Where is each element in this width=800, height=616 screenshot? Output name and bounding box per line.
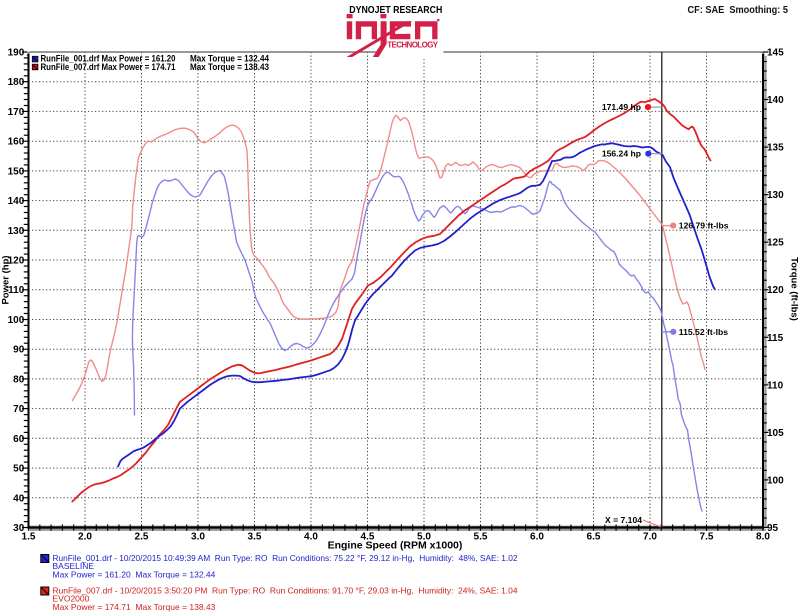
svg-text:3.5: 3.5 [248, 532, 262, 543]
svg-text:X = 7.104: X = 7.104 [605, 515, 642, 525]
svg-text:95: 95 [767, 523, 779, 534]
svg-text:110: 110 [8, 285, 25, 296]
svg-text:5.0: 5.0 [417, 532, 431, 543]
svg-text:8.0: 8.0 [756, 532, 770, 543]
svg-text:Engine Speed (RPM x1000): Engine Speed (RPM x1000) [328, 540, 463, 552]
svg-text:135: 135 [767, 143, 784, 154]
svg-text:4.0: 4.0 [304, 532, 318, 543]
svg-text:3.0: 3.0 [191, 532, 205, 543]
svg-text:156.24 hp: 156.24 hp [602, 149, 641, 159]
svg-text:100: 100 [767, 475, 784, 486]
svg-text:130: 130 [767, 190, 784, 201]
svg-text:150: 150 [8, 166, 25, 177]
svg-text:115: 115 [767, 333, 784, 344]
svg-text:30: 30 [13, 523, 25, 534]
svg-text:RunFile_007.drf Max Power = 17: RunFile_007.drf Max Power = 174.71 [41, 62, 176, 72]
svg-text:160: 160 [8, 137, 25, 148]
svg-text:Max Torque = 138.43: Max Torque = 138.43 [190, 62, 269, 72]
svg-text:180: 180 [8, 77, 25, 88]
svg-text:1.5: 1.5 [22, 532, 36, 543]
svg-text:60: 60 [13, 434, 25, 445]
svg-text:RunFile_001.drf - 10/20/2015 1: RunFile_001.drf - 10/20/2015 10:49:39 AM… [53, 553, 518, 563]
svg-text:120: 120 [8, 256, 25, 267]
svg-text:6.0: 6.0 [530, 532, 544, 543]
svg-text:2.5: 2.5 [135, 532, 149, 543]
svg-text:70: 70 [13, 404, 25, 415]
svg-text:DYNOJET RESEARCH: DYNOJET RESEARCH [349, 5, 442, 16]
svg-text:Power (hp): Power (hp) [1, 255, 12, 304]
svg-text:120: 120 [767, 285, 784, 296]
svg-text:110: 110 [767, 380, 784, 391]
svg-text:Torque (ft-lbs): Torque (ft-lbs) [789, 257, 800, 321]
svg-text:140: 140 [8, 196, 25, 207]
svg-text:140: 140 [767, 95, 784, 106]
svg-text:80: 80 [13, 374, 25, 385]
svg-text:Max Torque = 132.44: Max Torque = 132.44 [190, 54, 269, 64]
svg-text:126.79 ft-lbs: 126.79 ft-lbs [679, 221, 729, 231]
svg-text:RunFile_007.drf - 10/20/2015 3: RunFile_007.drf - 10/20/2015 3:50:20 PM … [53, 585, 518, 595]
svg-text:125: 125 [767, 238, 784, 249]
svg-text:5.5: 5.5 [474, 532, 488, 543]
svg-text:Max Power = 161.20 Max Torque: Max Power = 161.20 Max Torque = 132.44 [53, 570, 216, 580]
svg-text:100: 100 [8, 315, 25, 326]
svg-text:171.49 hp: 171.49 hp [602, 102, 641, 112]
svg-text:EVO2000: EVO2000 [53, 594, 90, 604]
svg-text:145: 145 [767, 48, 784, 59]
svg-text:TECHNOLOGY: TECHNOLOGY [387, 40, 439, 49]
svg-text:40: 40 [13, 493, 25, 504]
svg-text:4.5: 4.5 [361, 532, 375, 543]
svg-text:190: 190 [8, 48, 25, 59]
svg-text:7.5: 7.5 [700, 532, 714, 543]
svg-text:2.0: 2.0 [78, 532, 92, 543]
svg-text:90: 90 [13, 345, 25, 356]
svg-text:7.0: 7.0 [643, 532, 657, 543]
svg-text:RunFile_001.drf Max Power = 16: RunFile_001.drf Max Power = 161.20 [41, 54, 176, 64]
svg-text:Max Power = 174.71 Max Torque: Max Power = 174.71 Max Torque = 138.43 [53, 602, 216, 612]
svg-text:170: 170 [8, 107, 25, 118]
svg-text:115.52 ft-lbs: 115.52 ft-lbs [679, 327, 728, 337]
svg-text:130: 130 [8, 226, 25, 237]
svg-text:105: 105 [767, 428, 784, 439]
svg-text:6.5: 6.5 [587, 532, 601, 543]
svg-text:CF: SAE Smoothing: 5: CF: SAE Smoothing: 5 [688, 5, 789, 16]
svg-text:50: 50 [13, 464, 25, 475]
svg-text:BASELINE: BASELINE [53, 561, 95, 571]
